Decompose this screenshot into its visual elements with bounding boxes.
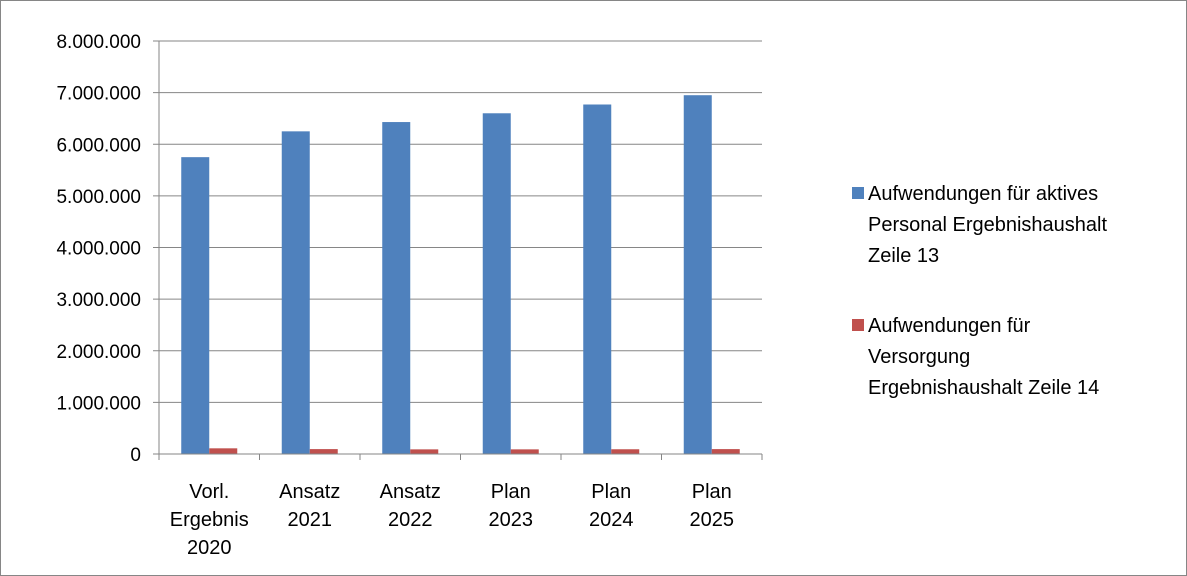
y-tick-label: 2.000.000 [56, 342, 141, 363]
y-tick-label: 3.000.000 [56, 290, 141, 311]
x-category-label-line: Plan [491, 481, 531, 503]
y-tick-label: 8.000.000 [56, 32, 141, 53]
x-category-label: Ansatz 2021 [279, 481, 340, 531]
axes [153, 40, 763, 460]
bar-series-1 [683, 95, 712, 455]
x-category-label-line: Plan [692, 481, 732, 503]
x-category-label: Plan 2023 [489, 481, 534, 531]
legend-label-line: Zeile 13 [868, 245, 939, 267]
x-category-label-line: Vorl. [189, 481, 229, 503]
legend-swatch-series-2 [852, 319, 864, 331]
x-category-label-line: Ansatz [380, 481, 441, 503]
bar-series-1 [281, 131, 310, 454]
x-category-label-line: 2025 [690, 509, 735, 531]
bar-series-2 [510, 449, 539, 454]
y-tick-label: 4.000.000 [56, 239, 141, 260]
bar-series-1 [181, 157, 210, 454]
y-tick-label: 1.000.000 [56, 393, 141, 414]
y-tick-label: 0 [130, 445, 141, 466]
bar-series-1 [482, 113, 511, 455]
x-category-label: Ansatz 2022 [380, 481, 441, 531]
bar-series-2 [611, 449, 640, 454]
x-category-label-line: Ansatz [279, 481, 340, 503]
x-category-label: Plan 2025 [690, 481, 735, 531]
x-category-label: Plan 2024 [589, 481, 634, 531]
legend-label-line: Versorgung [868, 346, 970, 368]
x-category-label-line: 2020 [187, 537, 232, 559]
legend-label-series-2: Aufwendungen für Versorgung Ergebnishausha… [868, 315, 1099, 399]
legend-label-series-1: Aufwendungen für aktives Personal Ergebni… [868, 183, 1107, 267]
x-category-label-line: Plan [591, 481, 631, 503]
x-category-label-line: 2023 [489, 509, 534, 531]
x-category-label-line: Ergebnis [170, 509, 249, 531]
x-category-labels: Vorl. Ergebnis 2020 Ansatz 2021 Ansatz 2022 Pla… [170, 481, 734, 559]
bar-series-2 [711, 449, 740, 454]
x-category-label: Vorl. Ergebnis 2020 [170, 481, 249, 559]
bar-series-1 [382, 122, 411, 455]
legend-label-line: Personal Ergebnishaushalt [868, 214, 1107, 236]
x-category-label-line: 2024 [589, 509, 634, 531]
y-tick-label: 5.000.000 [56, 187, 141, 208]
legend-label-line: Ergebnishaushalt Zeile 14 [868, 377, 1099, 399]
bar-series-2 [410, 449, 439, 454]
x-category-label-line: 2021 [288, 509, 333, 531]
legend-swatch-series-1 [852, 187, 864, 199]
y-tick-label: 7.000.000 [56, 84, 141, 105]
legend: Aufwendungen für aktives Personal Ergebni… [852, 183, 1107, 399]
gridlines [159, 40, 762, 403]
bars [181, 95, 740, 455]
legend-label-line: Aufwendungen für [868, 315, 1031, 337]
x-category-label-line: 2022 [388, 509, 433, 531]
bar-series-2 [209, 448, 238, 454]
legend-label-line: Aufwendungen für aktives [868, 183, 1098, 205]
y-tick-label: 6.000.000 [56, 135, 141, 156]
bar-series-2 [309, 449, 338, 454]
y-tick-labels: 0 1.000.000 2.000.000 3.000.000 4.000.000 5.0… [56, 32, 141, 466]
bar-series-1 [583, 104, 612, 454]
